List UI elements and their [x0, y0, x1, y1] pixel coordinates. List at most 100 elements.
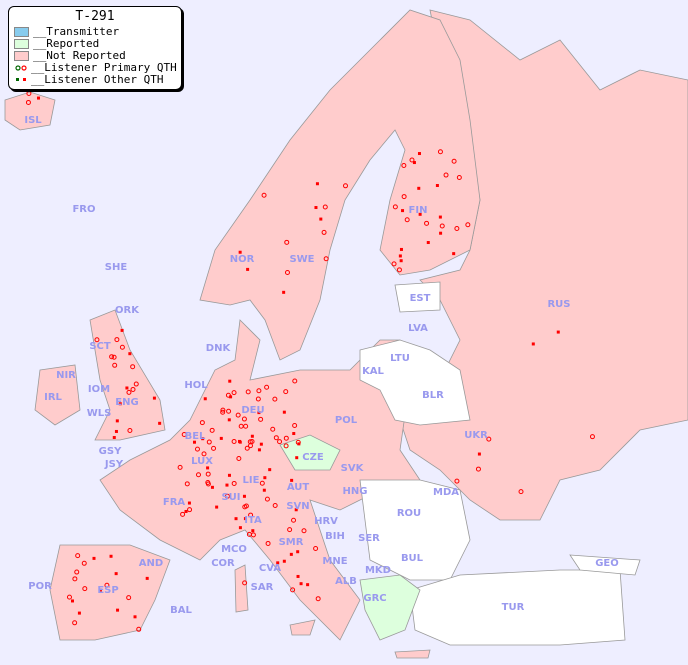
country-label-rou: ROU [397, 508, 421, 519]
listener-primary-marker [133, 381, 139, 387]
listener-other-marker [118, 402, 122, 406]
listener-primary-marker [465, 222, 471, 228]
legend-not-reported: __Not Reported [9, 50, 181, 62]
listener-primary-marker [72, 620, 78, 626]
country-label-aut: AUT [287, 482, 310, 493]
listener-other-marker [120, 328, 124, 332]
listener-primary-marker [290, 587, 296, 593]
country-label-she: SHE [105, 262, 128, 273]
listener-other-marker [262, 488, 266, 492]
britain [89, 309, 166, 441]
listener-other-marker [296, 550, 300, 554]
listener-primary-marker [342, 183, 348, 189]
listener-primary-marker [241, 416, 247, 422]
listener-other-marker [114, 429, 118, 433]
country-label-ita: ITA [244, 515, 262, 526]
country-label-rus: RUS [547, 299, 570, 310]
listener-other-marker [246, 267, 250, 271]
country-label-mkd: MKD [365, 565, 391, 576]
listener-other-marker [152, 396, 156, 400]
listener-other-marker [295, 456, 299, 460]
listener-other-marker [234, 517, 238, 521]
listener-primary-marker [130, 364, 136, 370]
listener-other-marker [282, 559, 286, 563]
filled-square-icon [14, 77, 27, 83]
listener-other-marker [251, 529, 255, 533]
country-label-ltu: LTU [390, 353, 410, 364]
country-label-tur: TUR [502, 602, 525, 613]
listener-other-marker [242, 494, 246, 498]
listener-primary-marker [250, 532, 256, 538]
listener-other-marker [36, 96, 40, 100]
listener-other-marker [201, 437, 205, 441]
listener-primary-marker [181, 431, 187, 437]
listener-primary-marker [205, 471, 211, 477]
listener-primary-marker [401, 162, 407, 168]
country-label-alb: ALB [335, 576, 357, 587]
listener-primary-marker [409, 157, 415, 163]
legend: T-291 __Transmitter __Reported __Not Rep… [8, 6, 182, 90]
listener-primary-marker [136, 626, 142, 632]
listener-other-marker [438, 215, 442, 219]
listener-other-marker [289, 552, 293, 556]
listener-other-marker [238, 440, 242, 444]
listener-other-marker [276, 561, 280, 565]
listener-primary-marker [184, 481, 190, 487]
listener-primary-marker [283, 443, 289, 449]
listener-other-marker [417, 186, 421, 190]
listener-primary-marker [265, 540, 271, 546]
listener-other-marker [282, 410, 286, 414]
open-circle-icon [14, 65, 27, 71]
listener-other-marker [133, 615, 137, 619]
not-reported-swatch [14, 51, 29, 61]
country-label-ukr: UKR [464, 430, 488, 441]
listener-primary-marker [94, 337, 100, 343]
country-label-mne: MNE [322, 556, 347, 567]
listener-other-marker [115, 419, 119, 423]
listener-primary-marker [258, 416, 264, 422]
listener-other-marker [145, 576, 149, 580]
country-label-and: AND [139, 558, 163, 569]
country-label-blr: BLR [422, 390, 444, 401]
listener-primary-marker [206, 439, 212, 445]
listener-primary-marker [264, 384, 270, 390]
listener-primary-marker [111, 354, 117, 360]
georgia-white [569, 554, 641, 576]
listener-other-marker [268, 468, 272, 472]
listener-other-marker [227, 418, 231, 422]
listener-primary-marker [82, 586, 88, 592]
listener-primary-marker [236, 456, 242, 462]
listener-primary-marker [283, 435, 289, 441]
listener-primary-marker [404, 217, 410, 223]
listener-primary-marker [264, 496, 270, 502]
listener-other-marker [439, 231, 443, 235]
listener-primary-marker [224, 493, 230, 499]
listener-other-marker [294, 508, 298, 512]
listener-primary-marker [259, 480, 265, 486]
country-label-bul: BUL [401, 553, 424, 564]
listener-primary-marker [273, 435, 279, 441]
transmitter-swatch [14, 27, 29, 37]
listener-primary-marker [104, 582, 110, 588]
legend-label: __Listener Other QTH [31, 73, 164, 86]
listener-primary-marker [322, 204, 328, 210]
listener-other-marker [158, 421, 162, 425]
listener-primary-marker [391, 261, 397, 267]
country-label-irl: IRL [44, 392, 62, 403]
country-label-hrv: HRV [314, 516, 338, 527]
listener-primary-marker [75, 553, 81, 559]
listener-other-marker [401, 209, 405, 213]
estonia-white [394, 281, 441, 313]
country-label-cze: CZE [302, 452, 324, 463]
country-label-lux: LUX [191, 456, 213, 467]
listener-primary-marker [180, 511, 186, 517]
scandinavia [199, 9, 481, 361]
listener-primary-marker [272, 396, 278, 402]
listener-primary-marker [454, 478, 460, 484]
country-label-fin: FIN [409, 205, 428, 216]
listener-primary-marker [284, 270, 290, 276]
continental-europe [99, 319, 421, 641]
listener-other-marker [114, 572, 118, 576]
listener-primary-marker [235, 412, 241, 418]
